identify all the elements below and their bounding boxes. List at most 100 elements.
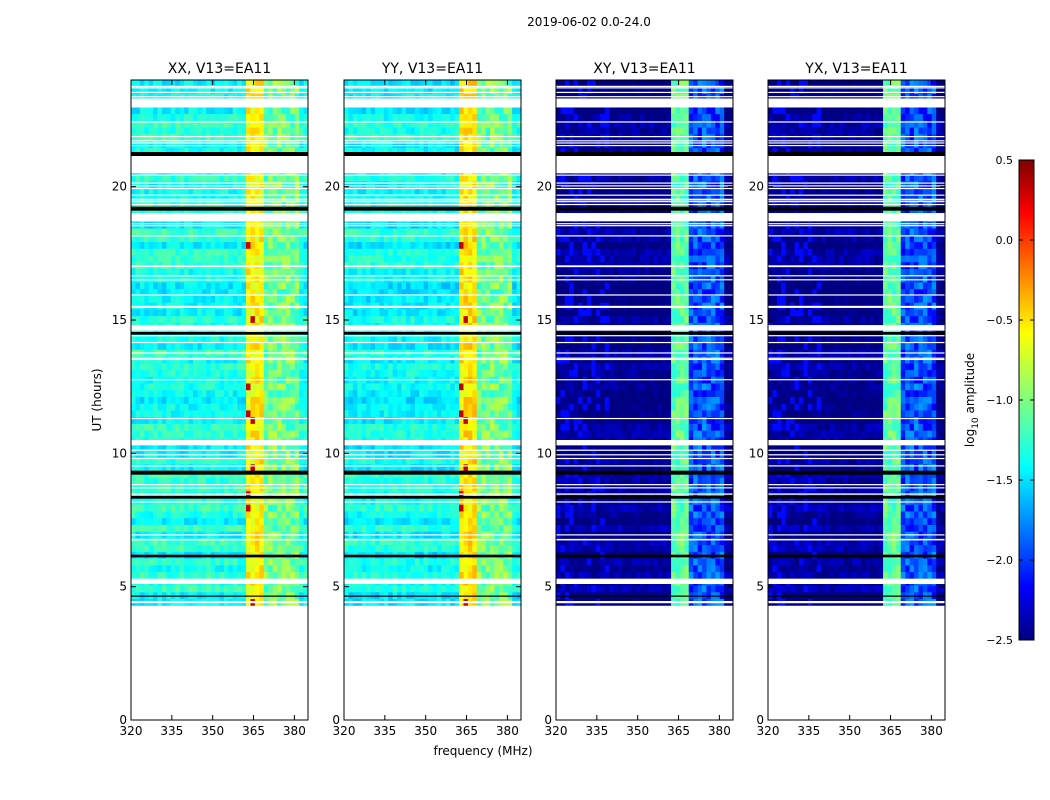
- heatmap-cell: [459, 571, 464, 579]
- heatmap-cell: [441, 315, 447, 323]
- heatmap-cell: [246, 504, 251, 512]
- heatmap-cell: [188, 241, 194, 249]
- heatmap-cell: [144, 106, 150, 115]
- heatmap-cell: [405, 335, 411, 344]
- heatmap-cell: [254, 383, 260, 391]
- heatmap-cell: [192, 194, 198, 202]
- heatmap-cell: [237, 194, 243, 202]
- heatmap-cell: [405, 396, 411, 404]
- heatmap-cell: [246, 410, 251, 418]
- heatmap-cell: [290, 194, 296, 202]
- heatmap-cell: [184, 564, 189, 573]
- heatmap-cell: [281, 342, 287, 350]
- heatmap-cell: [206, 80, 212, 88]
- heatmap-cell: [206, 268, 212, 276]
- heatmap-cell: [144, 457, 150, 465]
- heatmap-cell: [188, 308, 194, 317]
- heatmap-cell: [410, 396, 416, 404]
- heatmap-cell: [157, 477, 163, 485]
- heatmap-cell: [232, 362, 238, 371]
- heatmap-cell: [232, 221, 238, 229]
- heatmap-cell: [503, 497, 509, 505]
- heatmap-cell: [285, 275, 291, 283]
- heatmap-cell: [281, 234, 287, 243]
- heatmap-cell: [161, 585, 167, 593]
- heatmap-cell: [472, 383, 478, 391]
- heatmap-cell: [361, 585, 367, 593]
- heatmap-cell: [277, 450, 282, 458]
- y-tick-label: 10: [112, 446, 127, 460]
- heatmap-cell: [294, 362, 300, 371]
- heatmap-cell: [228, 335, 234, 344]
- heatmap-cell: [272, 544, 278, 552]
- heatmap-cell: [206, 86, 212, 94]
- heatmap-cell: [188, 383, 194, 391]
- heatmap-cell: [441, 396, 447, 404]
- heatmap-cell: [516, 396, 522, 404]
- heatmap-cell: [445, 457, 451, 465]
- heatmap-cell: [303, 457, 309, 465]
- heatmap-cell: [153, 443, 158, 451]
- heatmap-cell: [192, 174, 198, 182]
- heatmap-cell: [481, 410, 487, 418]
- heatmap-cell: [268, 288, 274, 296]
- heatmap-cell: [485, 517, 491, 525]
- heatmap-cell: [170, 282, 176, 290]
- heatmap-cell: [148, 504, 154, 512]
- heatmap-cell: [166, 113, 172, 121]
- flagged-band: [131, 578, 308, 584]
- heatmap-cell: [219, 410, 225, 418]
- heatmap-cell: [410, 524, 416, 532]
- heatmap-cell: [454, 477, 460, 485]
- heatmap-cell: [139, 221, 145, 229]
- heatmap-cell: [290, 383, 296, 391]
- heatmap-cell: [131, 295, 136, 303]
- heatmap-cell: [179, 497, 185, 505]
- heatmap-cell: [228, 571, 234, 579]
- heatmap-cell: [445, 544, 451, 552]
- heatmap-cell: [210, 463, 216, 472]
- heatmap-cell: [432, 308, 438, 317]
- heatmap-cell: [219, 275, 225, 283]
- heatmap-cell: [139, 463, 145, 472]
- heatmap-cell: [303, 564, 309, 573]
- heatmap-cell: [254, 80, 260, 88]
- heatmap-cell: [445, 416, 451, 424]
- heatmap-cell: [259, 234, 265, 243]
- heatmap-cell: [512, 416, 517, 424]
- heatmap-cell: [232, 517, 238, 525]
- heatmap-cell: [454, 423, 460, 431]
- heatmap-cell: [157, 113, 163, 121]
- heatmap-cell: [352, 524, 358, 532]
- heatmap-cell: [135, 80, 141, 88]
- heatmap-cell: [166, 430, 172, 438]
- heatmap-cell: [206, 248, 212, 256]
- heatmap-cell: [135, 140, 141, 148]
- heatmap-cell: [268, 228, 274, 236]
- heatmap-cell: [392, 497, 398, 505]
- heatmap-cell: [467, 369, 473, 377]
- heatmap-cell: [445, 591, 451, 599]
- heatmap-cell: [254, 234, 260, 243]
- heatmap-cell: [259, 463, 265, 472]
- heatmap-cell: [139, 457, 145, 465]
- heatmap-cell: [237, 255, 243, 263]
- heatmap-cell: [241, 282, 247, 290]
- heatmap-cell: [144, 430, 150, 438]
- flag-line: [131, 121, 308, 123]
- heatmap-cell: [299, 511, 304, 519]
- heatmap-cell: [290, 288, 296, 296]
- heatmap-cell: [503, 591, 509, 599]
- heatmap-cell: [436, 396, 442, 404]
- heatmap-cell: [166, 504, 172, 512]
- heatmap-cell: [272, 140, 278, 148]
- heatmap-cell: [206, 342, 212, 350]
- heatmap-cell: [410, 558, 416, 566]
- heatmap-cell: [445, 308, 451, 317]
- heatmap-cell: [232, 477, 238, 485]
- heatmap-cell: [459, 369, 464, 377]
- heatmap-cell: [299, 477, 304, 485]
- heatmap-cell: [463, 416, 469, 424]
- heatmap-cell: [175, 497, 181, 505]
- heatmap-cell: [454, 544, 460, 552]
